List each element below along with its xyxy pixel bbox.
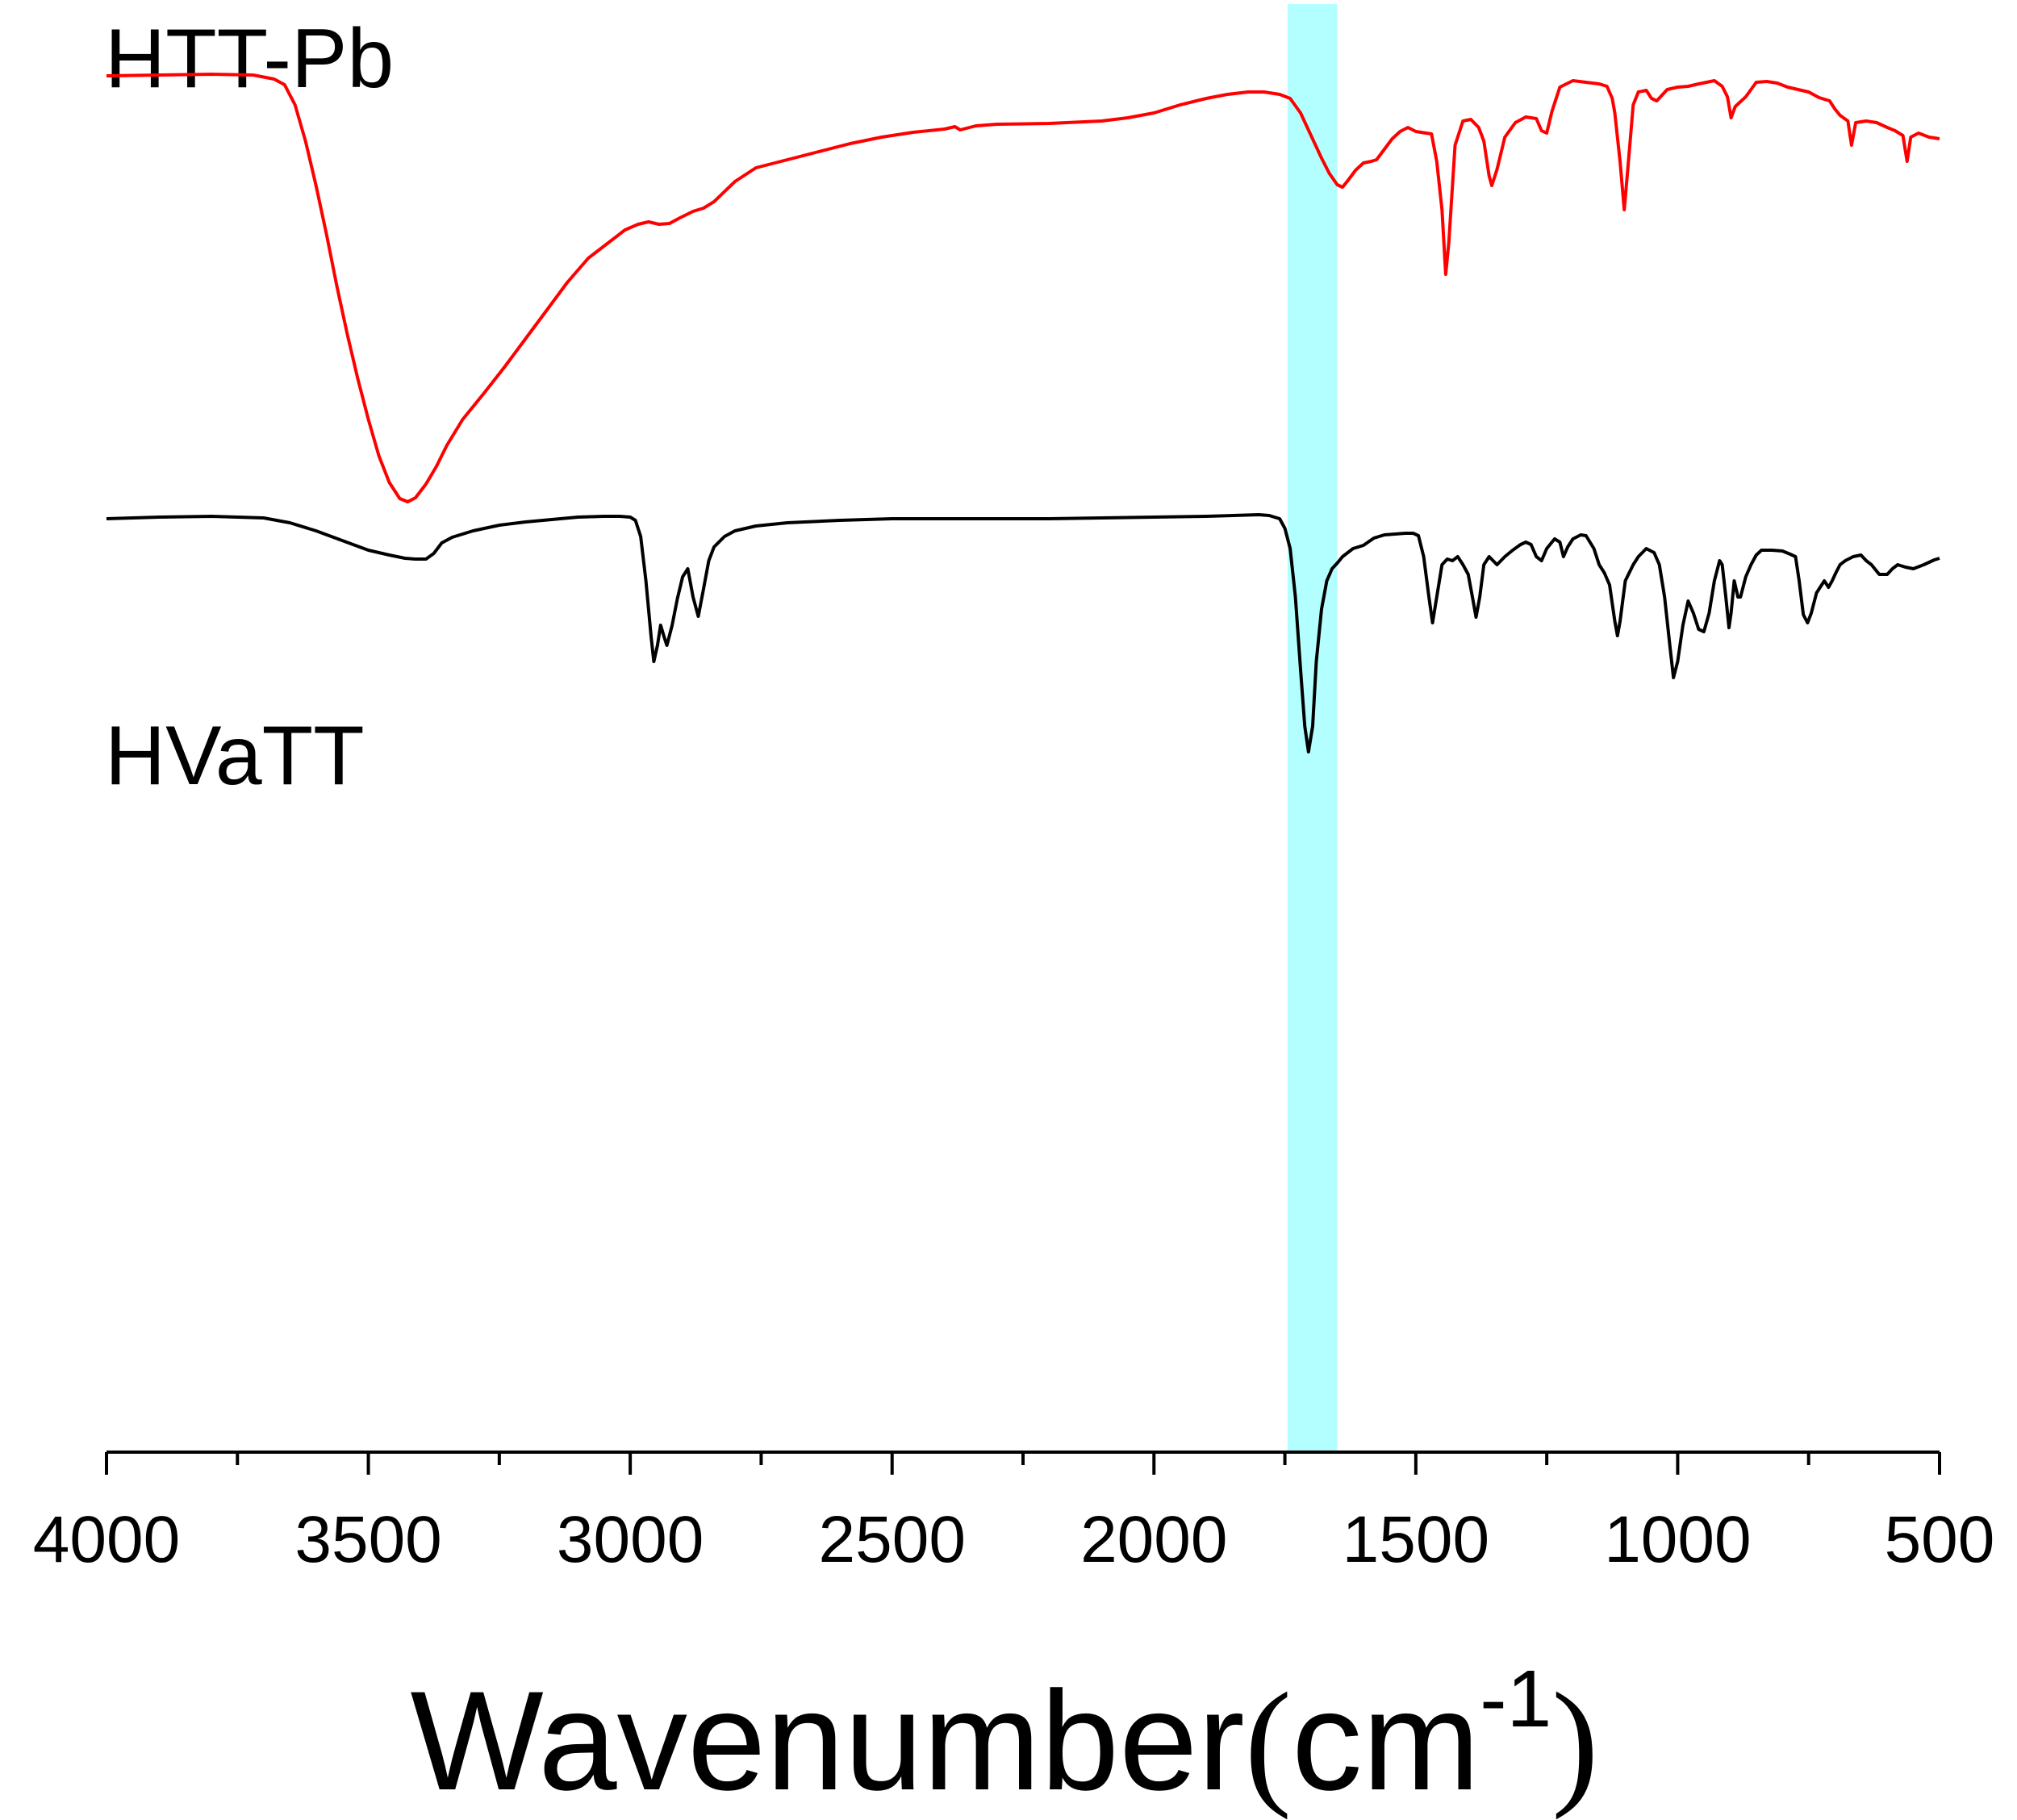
x-tick-label: 3000 [557, 1503, 704, 1576]
x-tick-label: 500 [1885, 1503, 1995, 1576]
series-label-htt-pb: HTT-Pb [105, 12, 394, 106]
x-tick-label: 1500 [1343, 1503, 1489, 1576]
series-label-hvatt: HVaTT [105, 709, 365, 803]
x-tick-label: 2500 [819, 1503, 966, 1576]
series-line-hvatt [106, 513, 1940, 753]
x-tick-label: 1000 [1604, 1503, 1751, 1576]
x-tick-label: 3500 [294, 1503, 441, 1576]
x-axis-title-word: Wavenumber [411, 1663, 1245, 1820]
x-tick-label: 4000 [33, 1503, 180, 1576]
x-ticks: 4000 3500 3000 2500 2000 1500 1000 500 [33, 1452, 1995, 1576]
x-axis-title-unit: cm [1292, 1663, 1480, 1820]
x-axis-title: Wavenumber(cm-1) [411, 1654, 1599, 1820]
x-axis-title-paren-open: ( [1245, 1663, 1292, 1820]
x-axis-title-paren-close: ) [1551, 1663, 1598, 1820]
series-layer [106, 73, 1940, 753]
x-axis-title-exponent: -1 [1480, 1654, 1551, 1744]
series-line-htt-pb [106, 73, 1940, 503]
x-tick-label: 2000 [1080, 1503, 1227, 1576]
